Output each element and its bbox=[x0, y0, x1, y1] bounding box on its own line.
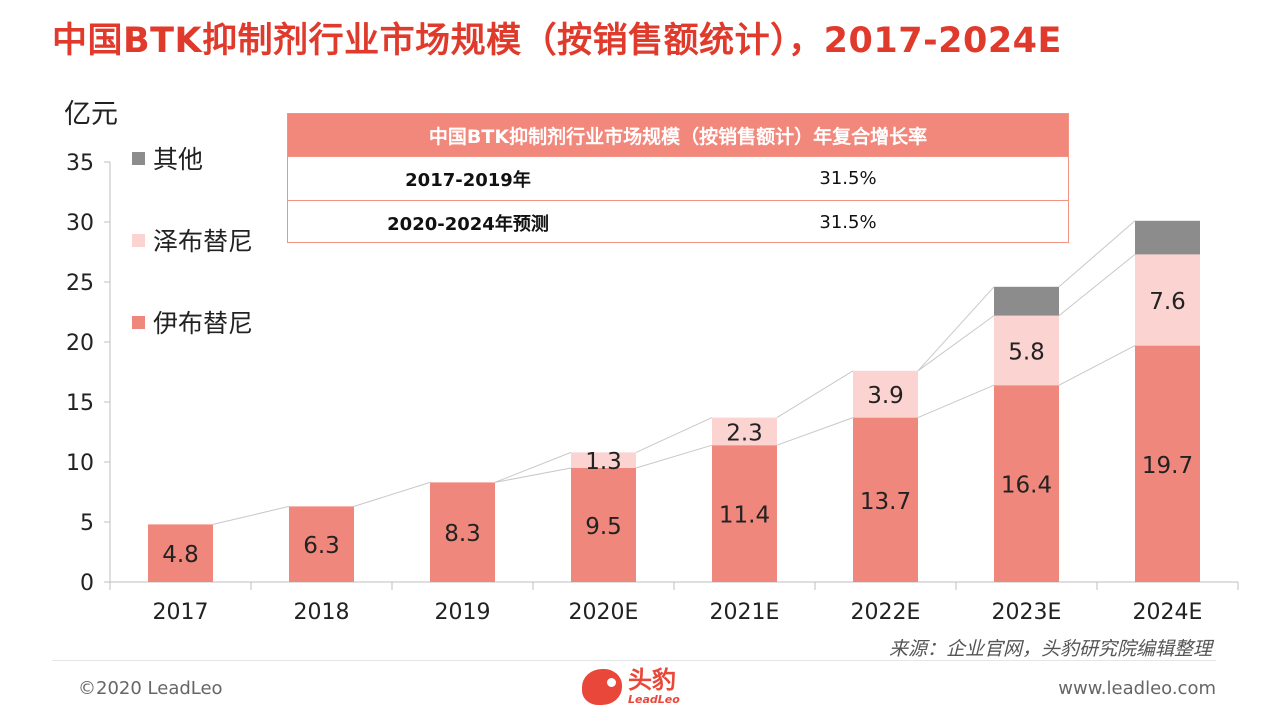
copyright: ©2020 LeadLeo bbox=[78, 678, 223, 699]
cagr-row: 2017-2019年 31.5% bbox=[288, 156, 1068, 200]
legend-item-ibrutinib: 伊布替尼 bbox=[132, 304, 253, 340]
y-tick-label: 15 bbox=[66, 391, 94, 416]
data-label: 13.7 bbox=[860, 489, 911, 515]
series-connector-line bbox=[1058, 220, 1136, 288]
series-connector-line bbox=[353, 481, 431, 507]
bar-segment bbox=[571, 468, 636, 582]
data-label: 7.6 bbox=[1149, 289, 1186, 315]
legend-swatch bbox=[132, 315, 145, 329]
data-label: 2.3 bbox=[726, 420, 763, 446]
data-label: 19.7 bbox=[1142, 453, 1193, 479]
x-tick-label: 2018 bbox=[294, 600, 350, 625]
brand-name: 头豹 bbox=[628, 666, 676, 694]
data-label: 8.3 bbox=[444, 521, 481, 547]
bar-segment bbox=[148, 524, 213, 582]
y-tick-label: 10 bbox=[66, 451, 94, 476]
brand-logo: 头豹 LeadLeo bbox=[582, 668, 680, 705]
series-connector-line bbox=[1058, 345, 1136, 386]
bar-segment bbox=[853, 417, 918, 582]
bar-segment bbox=[853, 370, 918, 418]
data-label: 5.8 bbox=[1008, 339, 1045, 365]
series-connector-line bbox=[494, 451, 572, 483]
y-tick-label: 30 bbox=[66, 211, 94, 236]
cagr-period: 2017-2019年 bbox=[405, 169, 531, 191]
series-connector-line bbox=[917, 315, 995, 372]
cagr-value: 31.5% bbox=[819, 212, 877, 233]
data-label: 4.8 bbox=[162, 542, 199, 568]
x-tick-label: 2017 bbox=[153, 600, 209, 625]
y-axis-unit: 亿元 bbox=[64, 99, 118, 130]
x-tick-label: 2023E bbox=[992, 600, 1062, 625]
y-tick-label: 0 bbox=[80, 571, 94, 596]
data-label: 9.5 bbox=[585, 514, 622, 540]
data-label: 16.4 bbox=[1001, 473, 1052, 499]
bar-segment bbox=[994, 315, 1059, 386]
bar-segment bbox=[430, 482, 495, 582]
cagr-value: 31.5% bbox=[819, 168, 877, 189]
x-tick-label: 2020E bbox=[569, 600, 639, 625]
bar-segment bbox=[571, 452, 636, 468]
cagr-table-header: 中国BTK抑制剂行业市场规模（按销售额计）年复合增长率 bbox=[288, 114, 1068, 156]
leopard-logo-icon bbox=[582, 668, 622, 705]
page-title: 中国BTK抑制剂行业市场规模（按销售额统计），2017-2024E bbox=[52, 21, 1062, 61]
legend-item-zanubrutinib: 泽布替尼 bbox=[132, 222, 253, 258]
x-tick-label: 2022E bbox=[851, 600, 921, 625]
legend-label: 其他 bbox=[153, 145, 204, 174]
legend-swatch bbox=[132, 151, 145, 165]
series-connector-line bbox=[635, 444, 713, 469]
y-tick-label: 35 bbox=[66, 151, 94, 176]
bar-segment bbox=[994, 286, 1059, 316]
series-connector-line bbox=[917, 286, 995, 372]
bar-segment bbox=[1135, 345, 1200, 582]
brand-subtitle: LeadLeo bbox=[628, 693, 680, 706]
data-label: 3.9 bbox=[867, 383, 904, 409]
series-connector-line bbox=[917, 384, 995, 419]
cagr-period: 2020-2024年预测 bbox=[387, 213, 549, 235]
bar-segment bbox=[994, 385, 1059, 582]
x-tick-label: 2021E bbox=[710, 600, 780, 625]
bar-segment bbox=[712, 445, 777, 582]
series-connector-line bbox=[776, 370, 854, 419]
bar-segment bbox=[289, 506, 354, 582]
y-tick-label: 25 bbox=[66, 271, 94, 296]
x-tick-label: 2019 bbox=[435, 600, 491, 625]
data-label: 6.3 bbox=[303, 533, 340, 559]
website-link[interactable]: www.leadleo.com bbox=[1058, 678, 1216, 699]
bar-segment bbox=[1135, 220, 1200, 255]
y-tick-label: 20 bbox=[66, 331, 94, 356]
x-tick-label: 2024E bbox=[1133, 600, 1203, 625]
cagr-table: 中国BTK抑制剂行业市场规模（按销售额计）年复合增长率 2017-2019年 3… bbox=[287, 113, 1069, 243]
legend-label: 泽布替尼 bbox=[153, 227, 254, 256]
cagr-row: 2020-2024年预测 31.5% bbox=[288, 200, 1068, 244]
series-connector-line bbox=[494, 467, 572, 483]
bar-segment bbox=[1135, 254, 1200, 346]
bar-segment bbox=[712, 417, 777, 446]
series-connector-line bbox=[1058, 254, 1136, 316]
series-connector-line bbox=[212, 505, 290, 525]
footer-divider bbox=[52, 660, 1216, 661]
source-note: 来源：企业官网，头豹研究院编辑整理 bbox=[888, 638, 1212, 660]
series-connector-line bbox=[776, 417, 854, 446]
data-label: 11.4 bbox=[719, 503, 770, 529]
legend-item-other: 其他 bbox=[132, 140, 203, 176]
series-connector-line bbox=[635, 417, 713, 453]
legend-swatch bbox=[132, 233, 145, 247]
y-tick-label: 5 bbox=[80, 511, 94, 536]
data-label: 1.3 bbox=[585, 449, 622, 475]
legend-label: 伊布替尼 bbox=[153, 309, 254, 338]
